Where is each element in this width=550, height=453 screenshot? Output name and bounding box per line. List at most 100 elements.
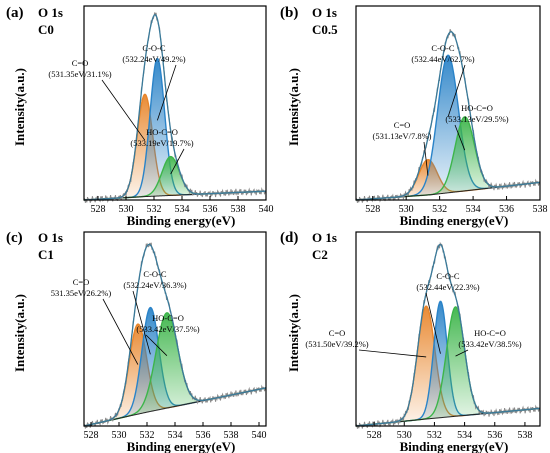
panel-0: 528 530 532 534 536 538 540 Binding energy(eV) I… xyxy=(6,5,274,228)
peak-fill-HO-C=O xyxy=(84,156,266,200)
raw-spectrum xyxy=(83,12,267,204)
peak-value-label: (531.35eV/31.1%) xyxy=(48,69,111,79)
peak-value-label: (531.13eV/7.8%) xyxy=(372,131,431,141)
leader-line xyxy=(447,64,466,118)
leader-line xyxy=(132,290,151,355)
plot-frame xyxy=(83,5,267,201)
peak-fill-C-O-C xyxy=(356,55,540,200)
peak-value-label: (533.42eV/37.5%) xyxy=(136,324,199,334)
peak-value-label: (532.24eV/49.2%) xyxy=(122,54,185,64)
x-tick-label: 536 xyxy=(499,204,514,215)
peak-name-label: C=O xyxy=(329,328,346,338)
x-axis-title: Binding energy(eV) xyxy=(400,439,509,453)
x-tick-label: 536 xyxy=(203,204,218,215)
x-tick-label: 528 xyxy=(84,430,99,441)
fitted-envelope xyxy=(83,14,267,201)
raw-spectrum xyxy=(355,28,541,203)
x-tick-label: 530 xyxy=(119,204,134,215)
panel-subtitle: C0.5 xyxy=(312,22,338,37)
leader-line xyxy=(156,64,177,121)
peak-value-label: (532.44eV/22.3%) xyxy=(416,282,479,292)
panel-3: 528 530 532 534 536 538 Binding energy(eV) Inte… xyxy=(280,230,541,453)
fitted-envelope xyxy=(83,243,267,427)
leader-line xyxy=(102,298,139,365)
x-tick-label: 536 xyxy=(487,430,502,441)
panel-2: 528 530 532 534 536 538 540 Binding energy(eV) I… xyxy=(6,230,267,453)
peak-name-label: HO-C=O xyxy=(461,103,493,113)
x-tick-label: 538 xyxy=(533,204,548,215)
plot-frame xyxy=(355,231,541,427)
x-tick-label: 528 xyxy=(367,430,382,441)
peak-value-label: (532.24eV/36.3%) xyxy=(123,280,186,290)
peak-value-label: (532.44eV/62.7%) xyxy=(411,54,474,64)
peak-name-label: HO-C=O xyxy=(146,127,178,137)
peak-name-label: C=O xyxy=(394,120,411,130)
panel-subtitle: C0 xyxy=(38,22,54,37)
x-tick-label: 538 xyxy=(224,430,239,441)
panel-letter: (a) xyxy=(6,5,24,21)
leader-line xyxy=(170,148,185,175)
leader-line xyxy=(454,124,466,151)
panel-title: O 1s xyxy=(312,5,337,20)
x-axis-title: Binding energy(eV) xyxy=(400,213,509,228)
peak-name-label: C=O xyxy=(72,58,89,68)
x-tick-label: 528 xyxy=(91,204,106,215)
panel-subtitle: C2 xyxy=(312,247,328,262)
peak-value-label: (533.13eV/29.5%) xyxy=(445,114,508,124)
peak-fill-HO-C=O xyxy=(356,116,540,200)
peak-value-label: 531.35eV/26.2%) xyxy=(51,288,112,298)
peak-fill-C=O xyxy=(84,324,266,426)
peak-name-label: HO-C=O xyxy=(152,313,184,323)
panel-title: O 1s xyxy=(312,230,337,245)
panel-letter: (b) xyxy=(280,5,298,21)
x-tick-label: 530 xyxy=(397,430,412,441)
peak-name-label: C-O-C xyxy=(143,269,166,279)
x-tick-label: 534 xyxy=(457,430,472,441)
x-tick-label: 532 xyxy=(140,430,155,441)
x-tick-label: 534 xyxy=(175,204,190,215)
x-tick-label: 530 xyxy=(112,430,127,441)
x-tick-label: 534 xyxy=(466,204,481,215)
peak-value-label: (533.42eV/38.5%) xyxy=(458,339,521,349)
fitted-envelope xyxy=(355,243,541,427)
leader-line xyxy=(101,79,146,141)
x-tick-label: 532 xyxy=(147,204,162,215)
x-tick-label: 540 xyxy=(252,430,267,441)
panel-title: O 1s xyxy=(38,5,63,20)
x-axis-title: Binding energy(eV) xyxy=(127,213,236,228)
x-tick-label: 536 xyxy=(196,430,211,441)
plot-frame xyxy=(355,5,541,201)
panel-letter: (d) xyxy=(280,230,298,246)
x-tick-label: 538 xyxy=(517,430,532,441)
peak-name-label: C-O-C xyxy=(142,43,165,53)
x-tick-label: 534 xyxy=(168,430,183,441)
peak-fill-HO-C=O xyxy=(84,312,266,426)
raw-spectrum xyxy=(355,241,541,429)
x-tick-label: 530 xyxy=(399,204,414,215)
peak-value-label: (531.50eV/39.2%) xyxy=(305,339,368,349)
x-tick-label: 538 xyxy=(231,204,246,215)
panel-1: 528 530 532 534 536 538 Binding energy(eV) Inte… xyxy=(280,5,548,228)
x-axis-title: Binding energy(eV) xyxy=(127,439,236,453)
peak-fill-HO-C=O xyxy=(356,306,540,426)
x-tick-label: 532 xyxy=(432,204,447,215)
leader-line xyxy=(145,334,168,356)
leader-line xyxy=(423,141,429,176)
x-tick-label: 540 xyxy=(259,204,274,215)
x-tick-label: 528 xyxy=(365,204,380,215)
panel-subtitle: C1 xyxy=(38,247,54,262)
leader-line xyxy=(358,349,427,358)
peak-name-label: C=O xyxy=(73,277,90,287)
peak-name-label: HO-C=O xyxy=(474,328,506,338)
peak-name-label: C-O-C xyxy=(431,43,454,53)
panel-title: O 1s xyxy=(38,230,63,245)
panel-letter: (c) xyxy=(6,230,23,246)
x-tick-label: 532 xyxy=(427,430,442,441)
y-axis-title: Intensity(a.u.) xyxy=(286,68,301,146)
y-axis-title: Intensity(a.u.) xyxy=(286,294,301,372)
y-axis-title: Intensity(a.u.) xyxy=(12,68,27,146)
fitted-envelope xyxy=(355,31,541,201)
leader-line xyxy=(425,292,441,354)
peak-value-label: (533.19eV/19.7%) xyxy=(130,138,193,148)
